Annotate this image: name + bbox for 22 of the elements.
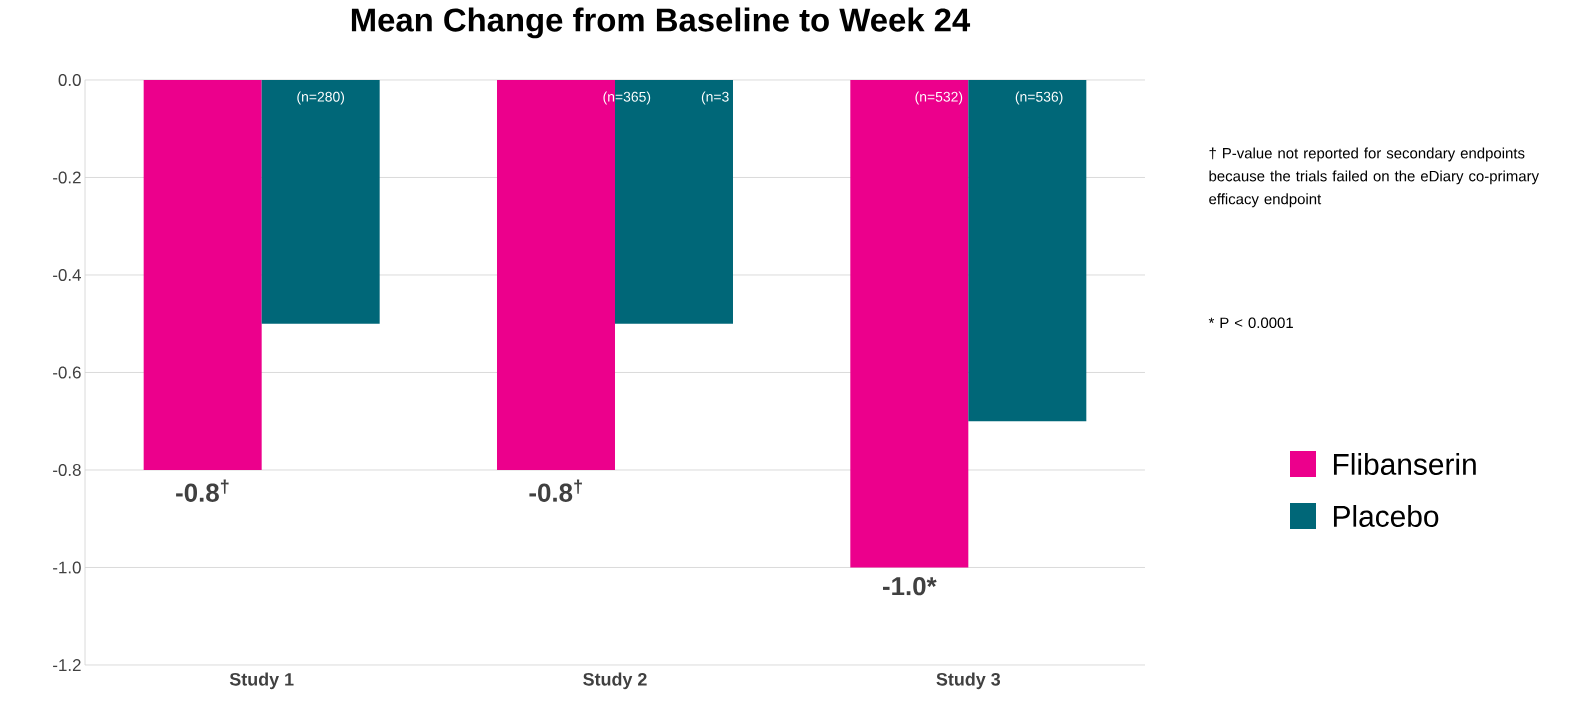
x-tick-label: Study 3 <box>936 672 1001 690</box>
text: * P < 0.0001 <box>1208 317 1293 329</box>
chart-title: Mean Change from Baseline to Week 24 <box>351 7 971 39</box>
y-tick-label: 0.0 <box>58 73 81 86</box>
annotation: (n=3 <box>701 91 729 105</box>
text: † P-value not reported for secondary endpoints because the trials failed on the eDiary co-primary efficacy endpoint <box>1209 147 1540 208</box>
data-label: -0.8$^{†}$ <box>176 479 229 502</box>
annotation: (n=536) <box>1015 91 1063 105</box>
data-label: -0.8$^{†}$ <box>529 479 582 502</box>
y-tick-label: -0.6 <box>53 366 81 379</box>
annotation: (n=280) <box>297 91 345 105</box>
x-tick-label: Study 2 <box>583 672 647 690</box>
y-tick-label: -0.8 <box>53 463 81 476</box>
y-tick-label: -0.4 <box>53 268 81 281</box>
y-tick-label: -1.2 <box>53 659 81 671</box>
y-tick-label: -1.0 <box>53 561 81 574</box>
legend-label: Placebo <box>1333 505 1439 527</box>
data-label: -1.0* <box>882 577 937 596</box>
annotation: (n=532) <box>915 91 963 105</box>
legend-label: Flibanserin <box>1333 453 1476 475</box>
x-tick-label: Study 1 <box>229 672 294 690</box>
y-tick-label: -0.2 <box>53 171 81 184</box>
